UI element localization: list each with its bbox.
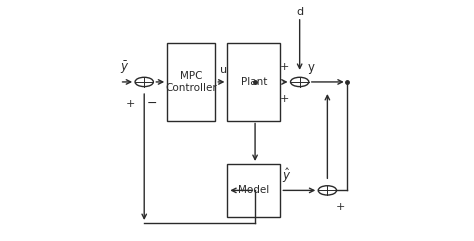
Text: +: +	[280, 62, 289, 73]
Text: −: −	[146, 97, 157, 110]
Bar	[167, 43, 215, 120]
Text: y: y	[308, 61, 315, 74]
Bar	[228, 164, 281, 217]
Text: Model: Model	[238, 185, 270, 195]
Text: MPC
Controller: MPC Controller	[165, 71, 217, 93]
Text: $\bar{y}$: $\bar{y}$	[119, 59, 129, 76]
Text: +: +	[280, 94, 289, 104]
Text: u: u	[220, 65, 227, 75]
Ellipse shape	[318, 186, 337, 195]
Text: +: +	[336, 202, 345, 212]
Text: d: d	[296, 7, 303, 17]
Ellipse shape	[291, 77, 309, 87]
Bar	[228, 43, 281, 120]
Text: Plant: Plant	[241, 77, 267, 87]
Ellipse shape	[135, 77, 154, 87]
Text: $\hat{y}$: $\hat{y}$	[282, 167, 291, 185]
Text: +: +	[126, 99, 136, 109]
